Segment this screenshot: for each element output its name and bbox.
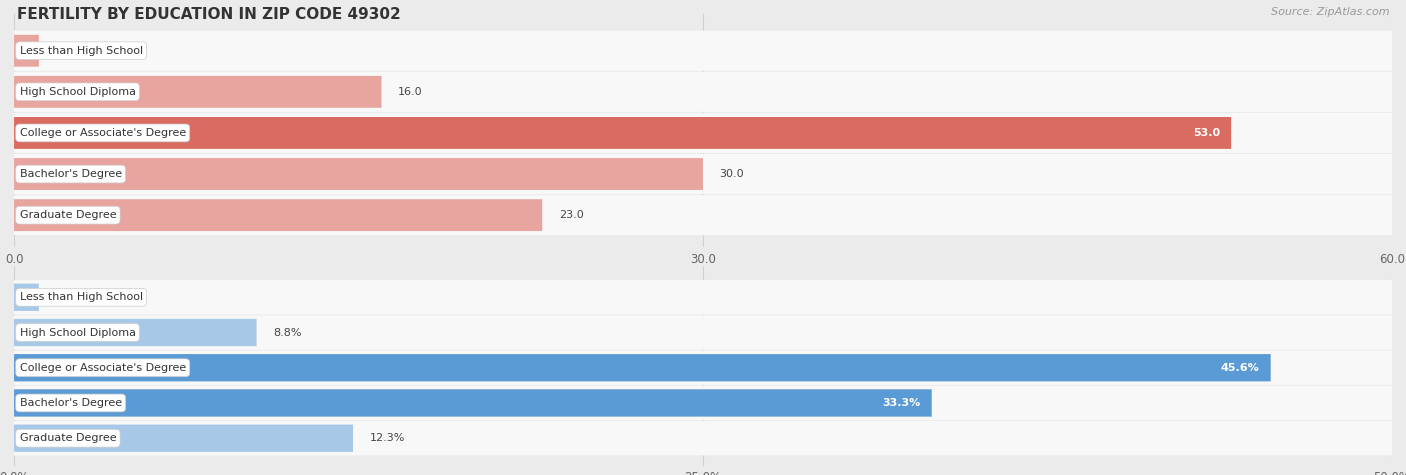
FancyBboxPatch shape bbox=[8, 113, 1398, 153]
FancyBboxPatch shape bbox=[14, 35, 39, 66]
Text: Bachelor's Degree: Bachelor's Degree bbox=[20, 169, 122, 179]
Text: 30.0: 30.0 bbox=[720, 169, 744, 179]
Text: Graduate Degree: Graduate Degree bbox=[20, 433, 117, 443]
Text: 53.0: 53.0 bbox=[1194, 128, 1220, 138]
FancyBboxPatch shape bbox=[8, 154, 1398, 194]
FancyBboxPatch shape bbox=[8, 386, 1398, 420]
Text: 0.0: 0.0 bbox=[31, 46, 48, 56]
FancyBboxPatch shape bbox=[8, 315, 1398, 350]
FancyBboxPatch shape bbox=[8, 31, 1398, 71]
Text: College or Associate's Degree: College or Associate's Degree bbox=[20, 128, 186, 138]
Text: 8.8%: 8.8% bbox=[273, 327, 302, 338]
Text: FERTILITY BY EDUCATION IN ZIP CODE 49302: FERTILITY BY EDUCATION IN ZIP CODE 49302 bbox=[17, 7, 401, 22]
Text: 45.6%: 45.6% bbox=[1220, 363, 1260, 373]
Text: Graduate Degree: Graduate Degree bbox=[20, 210, 117, 220]
Text: High School Diploma: High School Diploma bbox=[20, 87, 135, 97]
FancyBboxPatch shape bbox=[8, 280, 1398, 314]
Text: 0.0%: 0.0% bbox=[31, 292, 59, 302]
Text: High School Diploma: High School Diploma bbox=[20, 327, 135, 338]
Text: 23.0: 23.0 bbox=[558, 210, 583, 220]
Text: Source: ZipAtlas.com: Source: ZipAtlas.com bbox=[1271, 7, 1389, 17]
Text: 16.0: 16.0 bbox=[398, 87, 423, 97]
FancyBboxPatch shape bbox=[8, 72, 1398, 112]
Text: Less than High School: Less than High School bbox=[20, 46, 142, 56]
Text: Bachelor's Degree: Bachelor's Degree bbox=[20, 398, 122, 408]
Text: Less than High School: Less than High School bbox=[20, 292, 142, 302]
FancyBboxPatch shape bbox=[8, 421, 1398, 456]
FancyBboxPatch shape bbox=[14, 76, 381, 108]
Text: College or Associate's Degree: College or Associate's Degree bbox=[20, 363, 186, 373]
FancyBboxPatch shape bbox=[14, 354, 1271, 381]
FancyBboxPatch shape bbox=[14, 319, 256, 346]
FancyBboxPatch shape bbox=[8, 195, 1398, 235]
Text: 33.3%: 33.3% bbox=[883, 398, 921, 408]
FancyBboxPatch shape bbox=[14, 390, 932, 417]
FancyBboxPatch shape bbox=[14, 199, 543, 231]
FancyBboxPatch shape bbox=[14, 284, 39, 311]
FancyBboxPatch shape bbox=[14, 117, 1232, 149]
FancyBboxPatch shape bbox=[14, 158, 703, 190]
FancyBboxPatch shape bbox=[8, 351, 1398, 385]
Text: 12.3%: 12.3% bbox=[370, 433, 405, 443]
FancyBboxPatch shape bbox=[14, 425, 353, 452]
